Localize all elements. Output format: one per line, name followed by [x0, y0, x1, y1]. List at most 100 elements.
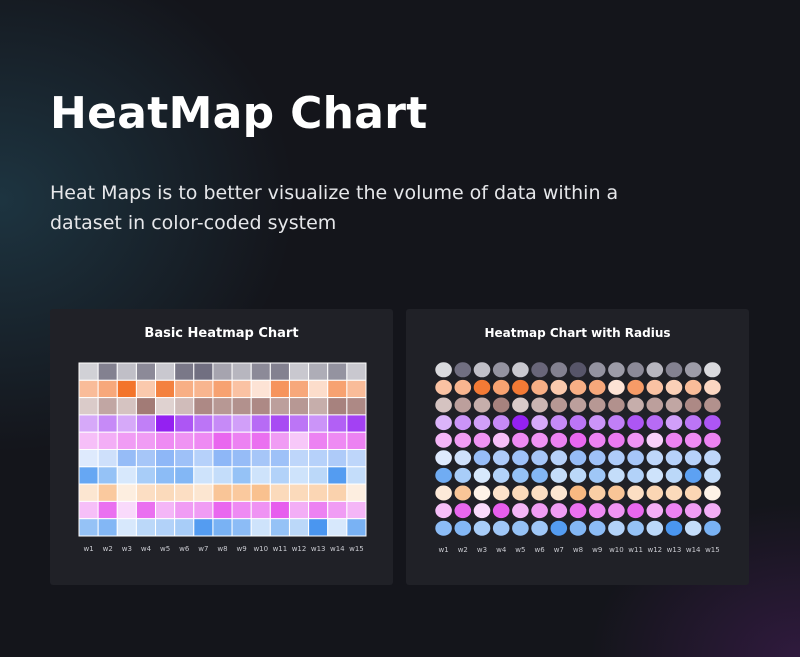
heatmap-cell	[327, 518, 348, 537]
heatmap-cell	[511, 449, 530, 467]
heatmap-cell	[549, 378, 569, 396]
heatmap-cell	[193, 414, 214, 433]
heatmap-cell	[155, 379, 176, 399]
heatmap-cell	[250, 414, 271, 433]
heatmap-cell	[327, 397, 348, 416]
heatmap-cell	[174, 362, 195, 381]
x-tick-label: w5	[515, 546, 525, 554]
heatmap-cell	[135, 397, 157, 416]
heatmap-cell	[530, 484, 549, 502]
x-tick-label: w15	[705, 546, 720, 554]
heatmap-cell	[703, 378, 722, 396]
heatmap-cell	[511, 414, 530, 432]
x-tick-label: w14	[330, 545, 345, 553]
basic-heatmap-card: Basic Heatmap Chart w1 w2 w3 w4 w5 w6 w7 w8 w9 w1…	[50, 309, 393, 585]
heatmap-cell	[491, 519, 511, 537]
x-tick-label: w4	[141, 545, 152, 553]
heatmap-cell	[626, 484, 645, 502]
heatmap-cell	[78, 431, 99, 450]
heatmap-cell	[135, 500, 157, 520]
heatmap-cell	[346, 362, 367, 381]
heatmap-cell	[434, 519, 453, 537]
heatmap-cell	[530, 502, 549, 520]
heatmap-cell	[491, 431, 511, 449]
heatmap-cell	[587, 431, 607, 449]
heatmap-cell	[434, 361, 453, 379]
heatmap-cell	[511, 431, 530, 449]
heatmap-cell	[174, 500, 195, 520]
heatmap-cell	[703, 502, 722, 520]
heatmap-cell	[587, 502, 607, 520]
heatmap-cell	[511, 484, 530, 502]
heatmap-cell	[155, 483, 176, 502]
heatmap-cell	[434, 414, 453, 432]
heatmap-cell	[269, 414, 290, 433]
heatmap-cell	[116, 397, 137, 416]
heatmap-cell	[645, 502, 665, 520]
heatmap-cell	[97, 518, 118, 537]
heatmap-cell	[212, 379, 233, 399]
heatmap-cell	[683, 484, 703, 502]
heatmap-cell	[116, 362, 137, 381]
heatmap-cell	[645, 361, 665, 379]
x-tick-label: w5	[160, 545, 170, 553]
heatmap-cell	[327, 449, 348, 468]
heatmap-cell	[193, 466, 214, 485]
heatmap-cell	[645, 414, 665, 432]
heatmap-cell	[155, 362, 176, 381]
heatmap-cell	[703, 484, 722, 502]
heatmap-cell	[434, 378, 453, 396]
heatmap-cell	[491, 466, 511, 484]
heatmap-cell	[135, 362, 157, 381]
heatmap-cell	[116, 449, 137, 468]
heatmap-cell	[155, 466, 176, 485]
heatmap-cell	[645, 396, 665, 414]
heatmap-cell	[491, 361, 511, 379]
heatmap-cell	[97, 379, 118, 399]
heatmap-cell	[645, 484, 665, 502]
heatmap-cell	[453, 449, 473, 467]
heatmap-cell	[78, 379, 99, 399]
heatmap-cell	[511, 466, 530, 484]
heatmap-cell	[626, 519, 645, 537]
x-tick-label: w7	[198, 545, 208, 553]
x-tick-label: w6	[535, 546, 546, 554]
x-tick-label: w1	[83, 545, 93, 553]
heatmap-cell	[97, 431, 118, 450]
heatmap-cell	[434, 502, 453, 520]
heatmap-cell	[472, 519, 492, 537]
heatmap-cell	[472, 502, 492, 520]
heatmap-cell	[626, 502, 645, 520]
heatmap-cell	[491, 378, 511, 396]
heatmap-cell	[472, 378, 492, 396]
heatmap-cell	[511, 519, 530, 537]
heatmap-cell	[116, 379, 137, 399]
heatmap-cell	[664, 519, 684, 537]
heatmap-cell	[683, 502, 703, 520]
heatmap-cell	[269, 379, 290, 399]
heatmap-cell	[97, 483, 118, 502]
heatmap-cell	[568, 484, 588, 502]
heatmap-cell	[587, 396, 607, 414]
heatmap-cell	[327, 500, 348, 520]
heatmap-cell	[116, 483, 137, 502]
heatmap-cell	[327, 379, 348, 399]
heatmap-cell	[472, 484, 492, 502]
heatmap-cell	[472, 396, 492, 414]
heatmap-cell	[135, 449, 157, 468]
heatmap-cell	[212, 362, 233, 381]
heatmap-cell	[626, 449, 645, 467]
heatmap-cell	[587, 449, 607, 467]
heatmap-cell	[549, 414, 569, 432]
x-tick-label: w7	[554, 546, 564, 554]
heatmap-cell	[212, 414, 233, 433]
heatmap-cell	[491, 484, 511, 502]
heatmap-cell	[568, 361, 588, 379]
radius-heatmap-card: Heatmap Chart with Radius w1 w2 w3 w4 w5 w6 w7…	[406, 309, 749, 585]
heatmap-cell	[269, 483, 290, 502]
heatmap-cell	[434, 449, 453, 467]
heatmap-cell	[308, 500, 329, 520]
x-tick-label: w11	[628, 546, 643, 554]
heatmap-cell	[308, 397, 329, 416]
heatmap-cell	[288, 431, 310, 450]
